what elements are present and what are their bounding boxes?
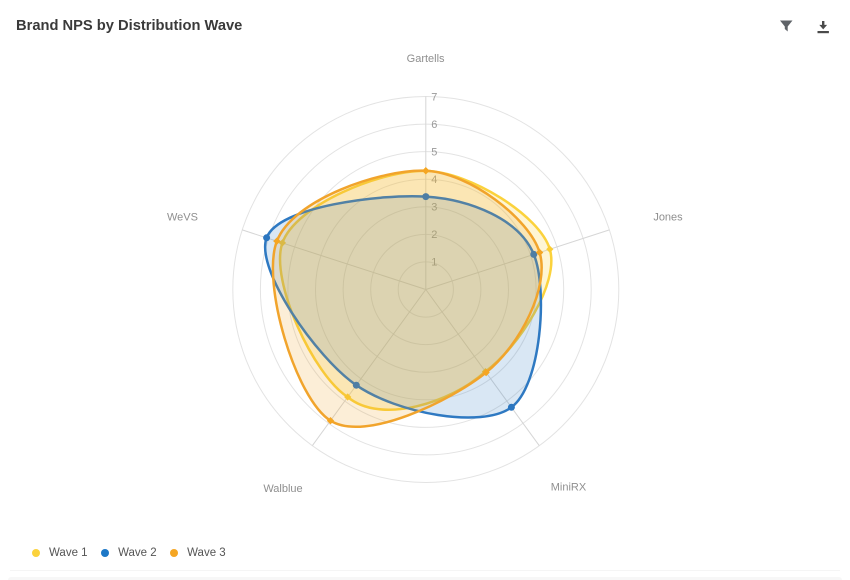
svg-text:6: 6: [431, 119, 437, 131]
svg-text:7: 7: [431, 91, 437, 103]
svg-text:Gartells: Gartells: [407, 53, 445, 65]
svg-text:1: 1: [431, 257, 437, 269]
svg-text:Jones: Jones: [653, 211, 683, 223]
svg-text:4: 4: [431, 174, 437, 186]
svg-text:5: 5: [431, 146, 437, 158]
svg-text:Walblue: Walblue: [263, 483, 302, 495]
svg-text:WeVS: WeVS: [167, 212, 198, 224]
svg-text:3: 3: [431, 202, 437, 214]
svg-text:MiniRX: MiniRX: [551, 482, 587, 494]
svg-text:2: 2: [431, 229, 437, 241]
